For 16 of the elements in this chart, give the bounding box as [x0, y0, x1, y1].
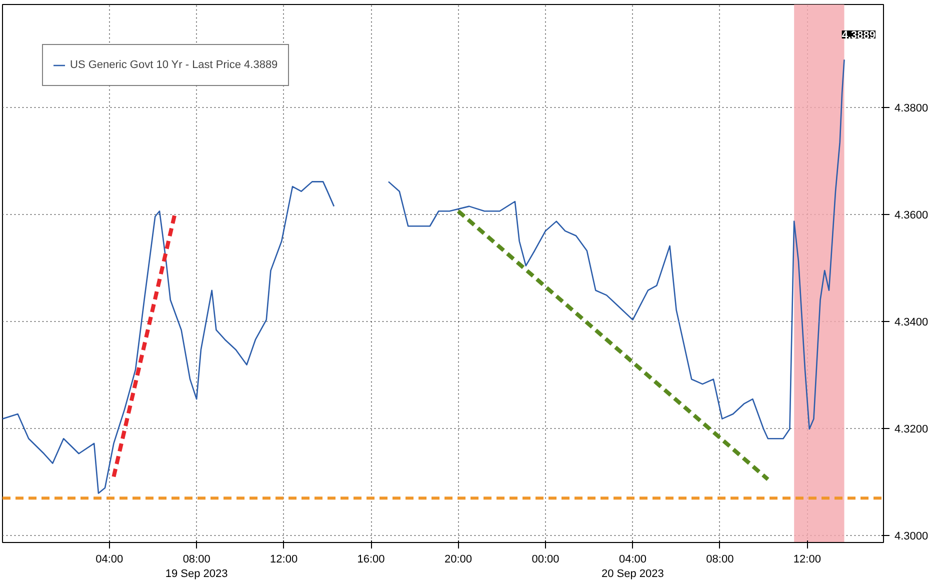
x-tick-label: 12:00: [793, 554, 821, 566]
y-tick-label: 4.3000: [894, 530, 928, 543]
x-tick-label: 04:00: [96, 554, 124, 566]
y-tick-label: 4.3800: [894, 102, 928, 114]
x-tick-label: 16:00: [357, 554, 385, 566]
y-tick-label: 4.3600: [894, 209, 928, 222]
x-tick-label: 12:00: [270, 554, 298, 566]
y-tick-label: 4.3400: [894, 316, 928, 328]
annotation: 4.3889: [842, 30, 876, 42]
x-tick-label: 04:00 20 Sep 2023: [602, 554, 664, 580]
legend-label: US Generic Govt 10 Yr - Last Price 4.3889: [70, 59, 278, 71]
y-tick-label: 4.3200: [894, 423, 928, 436]
x-tick-label: 08:00 19 Sep 2023: [165, 554, 228, 580]
x-tick-label: 08:00: [706, 554, 734, 566]
x-tick-label: 20:00: [444, 554, 472, 566]
x-tick-label: 00:00: [532, 554, 560, 566]
